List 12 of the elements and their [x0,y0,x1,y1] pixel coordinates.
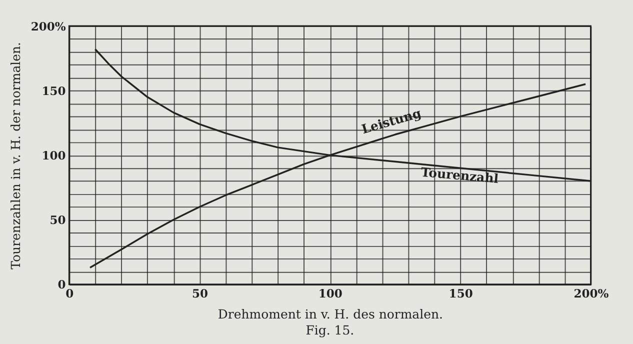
series-label: Tourenzahl [420,164,500,186]
y-tick-label: 200% [30,19,66,34]
y-tick-label: 100 [42,148,66,163]
y-tick-label: 50 [50,213,66,228]
x-tick-label: 150 [448,286,473,300]
x-tick-label: 200% [574,286,609,300]
x-tick-label: 100 [318,286,342,300]
caption: Fig. 15. [306,322,354,338]
y-axis-title: Tourenzahlen in v. H. der normalen. [8,42,24,270]
y-tick-label: 150 [42,84,66,98]
x-tick-label: 50 [192,286,208,300]
x-axis-title: Drehmoment in v. H. des normalen. [218,306,443,322]
